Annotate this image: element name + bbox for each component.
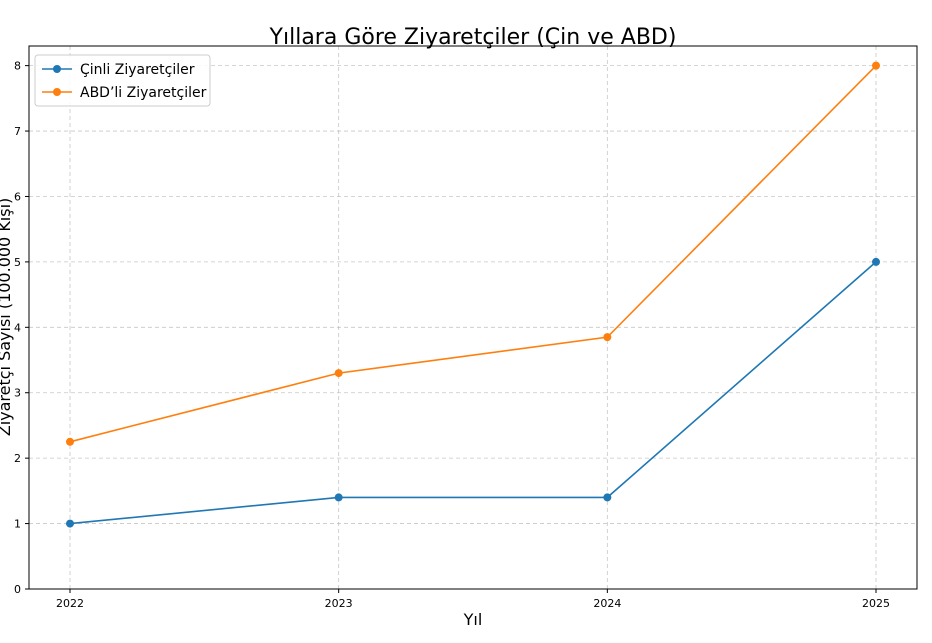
series-line: [69, 65, 877, 443]
series-2: [66, 61, 880, 446]
y-tick-label: 7: [14, 125, 21, 138]
plot-frame: [28, 45, 918, 590]
y-tick-label: 0: [14, 583, 21, 596]
series-line: [69, 261, 877, 525]
data-point: [334, 493, 343, 502]
data-point: [872, 61, 880, 70]
y-tick-label: 3: [14, 387, 21, 400]
legend-item: ABD’li Ziyaretçiler: [42, 85, 207, 101]
x-tick-label: 2025: [862, 597, 890, 610]
data-point: [66, 519, 74, 528]
x-tick-label: 2022: [56, 597, 84, 610]
data-point: [872, 257, 880, 266]
legend-item: Çinli Ziyaretçiler: [42, 62, 195, 78]
data-point: [603, 493, 612, 502]
y-axis-label: Ziyaretçi Sayısı (100.000 Kişi): [0, 198, 14, 437]
x-tick-label: 2024: [593, 597, 621, 610]
data-point: [66, 437, 74, 446]
grid: [29, 46, 917, 590]
y-tick-label: 6: [14, 190, 21, 203]
y-tick-label: 5: [14, 256, 21, 269]
legend-label: ABD’li Ziyaretçiler: [80, 85, 207, 101]
data-point: [603, 333, 612, 342]
y-tick-label: 4: [14, 321, 21, 334]
legend: Çinli Ziyaretçiler ABD’li Ziyaretçiler: [34, 54, 211, 107]
legend-marker: [53, 65, 61, 73]
y-tick-label: 2: [14, 452, 21, 465]
x-tick-label: 2023: [325, 597, 353, 610]
axis-ticks: 0 1 2 3 4 5 6 7 8 2022 2023 2024 2025: [14, 60, 890, 610]
legend-marker: [53, 88, 61, 96]
legend-box: [34, 54, 211, 107]
y-tick-label: 8: [14, 60, 21, 73]
legend-label: Çinli Ziyaretçiler: [80, 62, 195, 78]
data-point: [334, 369, 343, 378]
x-axis-label: Yıl: [463, 610, 483, 629]
y-tick-label: 1: [14, 518, 21, 531]
series-1: [66, 257, 880, 528]
series-lines: [66, 61, 880, 528]
